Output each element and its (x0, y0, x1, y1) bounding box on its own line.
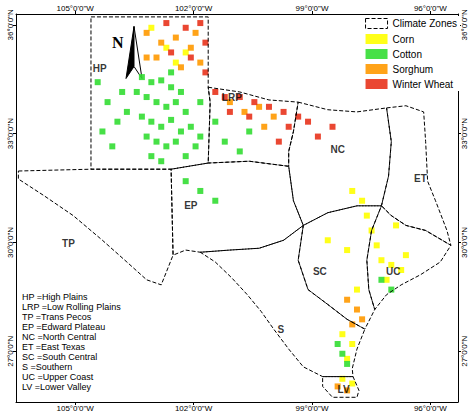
svg-text:Sorghum: Sorghum (393, 64, 434, 75)
svg-text:NC: NC (330, 144, 344, 155)
svg-text:LRP: LRP (222, 92, 242, 103)
svg-text:27°0'0"N: 27°0'0"N (460, 335, 469, 366)
svg-text:ET: ET (414, 173, 427, 184)
svg-text:30°0'0"N: 30°0'0"N (6, 227, 15, 258)
svg-text:102°0'0"W: 102°0'0"W (175, 404, 213, 413)
svg-text:Climate Zones: Climate Zones (393, 18, 457, 29)
svg-text:105°0'0"W: 105°0'0"W (57, 4, 95, 13)
svg-text:EP =Edward Plateau: EP =Edward Plateau (22, 322, 105, 332)
svg-text:S: S (277, 324, 284, 335)
svg-text:105°0'0"W: 105°0'0"W (57, 404, 95, 413)
svg-text:S =Southern: S =Southern (22, 362, 72, 372)
svg-text:UC: UC (386, 266, 400, 277)
svg-text:SC: SC (313, 266, 327, 277)
svg-text:LV: LV (338, 384, 350, 395)
svg-text:Winter Wheat: Winter Wheat (393, 79, 454, 90)
svg-text:96°0'0"W: 96°0'0"W (414, 4, 447, 13)
svg-text:99°0'0"W: 99°0'0"W (296, 404, 329, 413)
svg-text:TP =Trans Pecos: TP =Trans Pecos (22, 312, 92, 322)
svg-text:102°0'0"W: 102°0'0"W (175, 4, 213, 13)
svg-text:TP: TP (62, 238, 75, 249)
svg-text:EP: EP (184, 200, 198, 211)
svg-text:Corn: Corn (393, 34, 415, 45)
svg-text:36°0'0"N: 36°0'0"N (6, 9, 15, 40)
svg-text:HP =High Plains: HP =High Plains (22, 292, 88, 302)
svg-text:NC =North Central: NC =North Central (22, 332, 96, 342)
svg-text:33°0'0"N: 33°0'0"N (460, 118, 469, 149)
svg-text:SC =South Central: SC =South Central (22, 352, 97, 362)
svg-text:ET =East Texas: ET =East Texas (22, 342, 85, 352)
svg-text:27°0'0"N: 27°0'0"N (6, 335, 15, 366)
svg-text:30°0'0"N: 30°0'0"N (460, 227, 469, 258)
svg-text:99°0'0"W: 99°0'0"W (296, 4, 329, 13)
svg-text:HP: HP (93, 63, 107, 74)
svg-text:LRP =Low Rolling Plains: LRP =Low Rolling Plains (22, 302, 121, 312)
svg-text:UC =Upper Coast: UC =Upper Coast (22, 372, 94, 382)
svg-text:36°0'0"N: 36°0'0"N (460, 9, 469, 40)
svg-text:33°0'0"N: 33°0'0"N (6, 118, 15, 149)
svg-text:96°0'0"W: 96°0'0"W (414, 404, 447, 413)
svg-text:N: N (112, 34, 124, 51)
svg-text:Cotton: Cotton (393, 49, 422, 60)
svg-text:LV =Lower Valley: LV =Lower Valley (22, 382, 91, 392)
